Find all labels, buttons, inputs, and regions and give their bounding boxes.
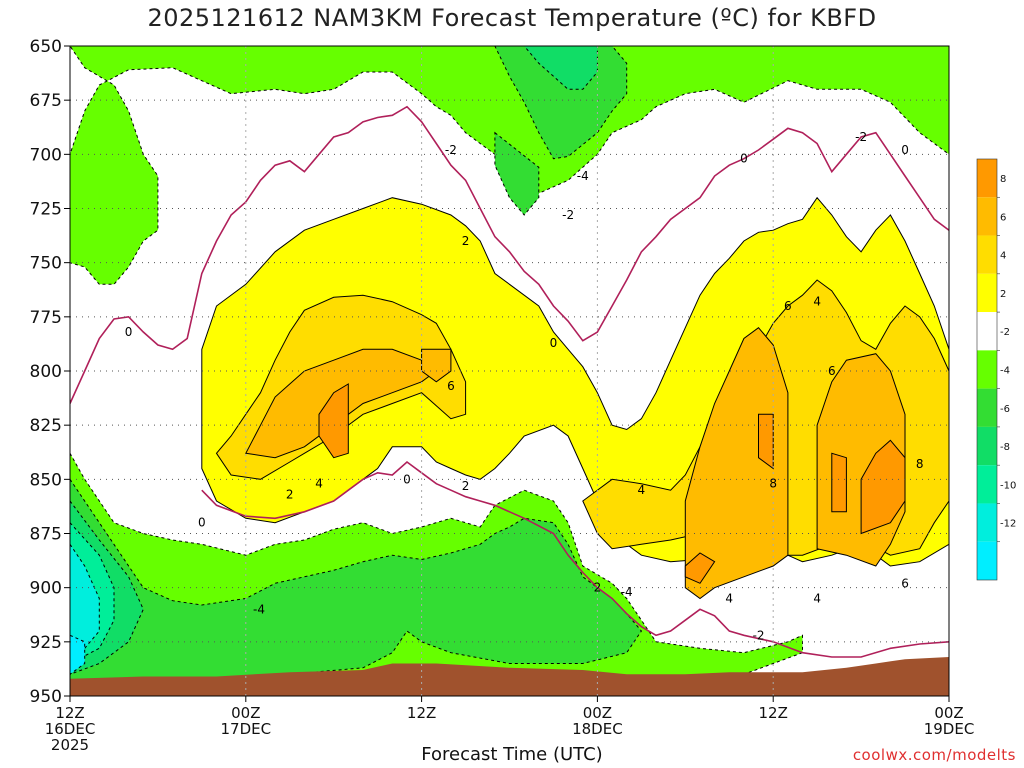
contour-region-18 [684, 552, 716, 584]
contour-label: 0 [125, 325, 133, 339]
x-tick-label: 12Z [407, 704, 436, 722]
colorbar-band [977, 503, 997, 542]
y-tick-label: 775 [30, 308, 62, 328]
colorbar-band [977, 273, 997, 313]
contour-label: -2 [445, 143, 457, 157]
colorbar-label: -4 [1000, 366, 1010, 377]
contour-label: -2 [855, 130, 867, 144]
contour-label: 2 [594, 581, 602, 595]
y-tick-label: 850 [30, 470, 62, 490]
colorbar: 8 6 4 2 -2 -4 -6 -8 -10 -12 [976, 158, 1016, 581]
contour-label: 6 [828, 364, 836, 378]
y-tick-label: 725 [30, 200, 62, 220]
colorbar-band [977, 388, 997, 427]
contour-region-2 [494, 131, 540, 216]
grid [70, 46, 949, 696]
freezing-line-1 [201, 460, 949, 658]
contour-label: 6 [784, 299, 792, 313]
contour-label: -2 [562, 208, 574, 222]
colorbar-band [977, 541, 997, 580]
x-tick-label: 16DEC [45, 720, 96, 738]
colorbar-band [977, 312, 997, 351]
contour-label: 8 [769, 477, 777, 491]
contour-region-0 [70, 46, 949, 285]
y-tick-label: 750 [30, 254, 62, 274]
contour-label: 4 [813, 592, 821, 606]
contour-label: 4 [638, 483, 646, 497]
freezing-line-0 [70, 105, 949, 404]
y-tick-label: 800 [30, 362, 62, 382]
contour-label: 2 [462, 234, 470, 248]
colorbar-band [977, 197, 997, 236]
x-tick-label: 17DEC [221, 720, 272, 738]
y-tick-label: 950 [30, 687, 62, 707]
colorbar-band [977, 426, 997, 466]
contour-label: 0 [740, 152, 748, 166]
contour-region-14 [421, 348, 452, 383]
contour-label: 6 [447, 379, 455, 393]
axes: 6506757007257507758008258508759009259501… [30, 37, 975, 754]
contour-label: -2 [753, 628, 765, 642]
colorbar-band [977, 235, 997, 274]
contour-region-9 [70, 634, 86, 675]
contour-label: 0 [198, 516, 206, 530]
colorbar-band [977, 159, 997, 198]
colorbar-label: -6 [1000, 404, 1010, 415]
contour-label: 2 [286, 488, 294, 502]
contour-region-15 [684, 327, 789, 600]
contour-label: 0 [403, 472, 411, 486]
contour-label: 2 [462, 479, 470, 493]
y-tick-label: 875 [30, 525, 62, 545]
contour-label: 8 [916, 457, 924, 471]
y-tick-label: 675 [30, 91, 62, 111]
contour-label: 4 [813, 295, 821, 309]
contour-region-21 [831, 452, 847, 513]
colorbar-label: -2 [1000, 327, 1010, 338]
contour-label: -4 [253, 602, 265, 616]
contour-region-20 [860, 439, 906, 535]
colorbar-frame [976, 158, 998, 581]
colorbar-label: -12 [1000, 519, 1016, 530]
x-tick-label: 19DEC [924, 720, 975, 738]
contour-labels: 0 0 0 0 0 0 2 2 2 2 -2 -2 -2 -2 -4 -4 -4 4 4 4 4 4 6 6 6 6 8 8 [125, 130, 924, 642]
contour-label: 4 [725, 592, 733, 606]
colorbar-label: 8 [1000, 174, 1006, 185]
freezing-lines [70, 105, 949, 658]
contour-region-3 [523, 46, 598, 90]
y-tick-label: 825 [30, 416, 62, 436]
contour-label: 0 [550, 336, 558, 350]
colorbar-label: 6 [1000, 212, 1006, 223]
x-tick-label: 00Z [231, 704, 260, 722]
contour-label: -4 [577, 169, 589, 183]
x-tick-label: 12Z [759, 704, 788, 722]
x-tick-label: 18DEC [572, 720, 623, 738]
y-tick-label: 650 [30, 37, 62, 57]
contour-label: 0 [901, 143, 909, 157]
credit-text: coolwx.com/modelts [852, 746, 1016, 764]
colorbar-label: -10 [1000, 480, 1016, 491]
x-tick-label: 00Z [934, 704, 963, 722]
chart-title: 2025121612 NAM3KM Forecast Temperature (… [147, 4, 877, 32]
colorbar-label: 4 [1000, 251, 1006, 262]
y-tick-label: 700 [30, 145, 62, 165]
contour-label: 6 [901, 576, 909, 590]
contour-region-17 [318, 383, 349, 459]
terrain [70, 657, 949, 696]
contour-label: -4 [621, 585, 633, 599]
x-tick-label: 2025 [51, 736, 89, 754]
colorbar-label: -8 [1000, 442, 1010, 453]
colorbar-band [977, 350, 997, 389]
x-tick-label: 12Z [55, 704, 84, 722]
colorbar-label: 2 [1000, 289, 1006, 300]
y-tick-label: 900 [30, 579, 62, 599]
contour-label: 4 [315, 477, 323, 491]
x-axis-label: Forecast Time (UTC) [421, 744, 603, 765]
x-tick-label: 00Z [583, 704, 612, 722]
terrain-fill [70, 657, 949, 696]
y-tick-label: 925 [30, 633, 62, 653]
colorbar-band [977, 465, 997, 504]
contour-region-8 [70, 543, 100, 654]
